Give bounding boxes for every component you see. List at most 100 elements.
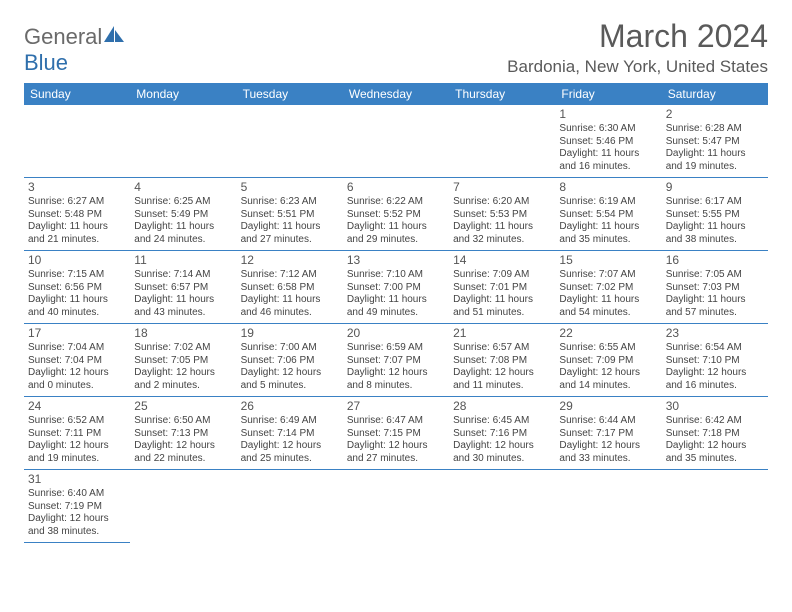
day-sunrise: Sunrise: 7:02 AM: [134, 342, 232, 355]
calendar-cell: 7Sunrise: 6:20 AMSunset: 5:53 PMDaylight…: [449, 178, 555, 251]
day-sunrise: Sunrise: 6:23 AM: [241, 196, 339, 209]
day-sunset: Sunset: 6:58 PM: [241, 282, 339, 295]
calendar-cell: 28Sunrise: 6:45 AMSunset: 7:16 PMDayligh…: [449, 397, 555, 470]
day-sunrise: Sunrise: 6:20 AM: [453, 196, 551, 209]
day-sunset: Sunset: 5:48 PM: [28, 209, 126, 222]
calendar-cell: 20Sunrise: 6:59 AMSunset: 7:07 PMDayligh…: [343, 324, 449, 397]
weekday-header: Thursday: [449, 83, 555, 105]
day-day2: and 2 minutes.: [134, 380, 232, 393]
day-day1: Daylight: 12 hours: [559, 440, 657, 453]
calendar-cell: 13Sunrise: 7:10 AMSunset: 7:00 PMDayligh…: [343, 251, 449, 324]
day-sunrise: Sunrise: 6:19 AM: [559, 196, 657, 209]
calendar-cell: 17Sunrise: 7:04 AMSunset: 7:04 PMDayligh…: [24, 324, 130, 397]
day-day2: and 33 minutes.: [559, 453, 657, 466]
day-number: 16: [666, 253, 764, 268]
day-number: 8: [559, 180, 657, 195]
day-sunrise: Sunrise: 6:25 AM: [134, 196, 232, 209]
day-number: 18: [134, 326, 232, 341]
day-number: 29: [559, 399, 657, 414]
calendar-cell: 10Sunrise: 7:15 AMSunset: 6:56 PMDayligh…: [24, 251, 130, 324]
day-day1: Daylight: 11 hours: [241, 294, 339, 307]
calendar-cell: [449, 105, 555, 178]
calendar-cell: 29Sunrise: 6:44 AMSunset: 7:17 PMDayligh…: [555, 397, 661, 470]
calendar-cell: 9Sunrise: 6:17 AMSunset: 5:55 PMDaylight…: [662, 178, 768, 251]
day-day2: and 14 minutes.: [559, 380, 657, 393]
day-number: 30: [666, 399, 764, 414]
day-sunset: Sunset: 5:46 PM: [559, 136, 657, 149]
day-sunrise: Sunrise: 6:22 AM: [347, 196, 445, 209]
day-day1: Daylight: 11 hours: [28, 294, 126, 307]
day-number: 22: [559, 326, 657, 341]
weekday-header: Wednesday: [343, 83, 449, 105]
day-sunrise: Sunrise: 6:52 AM: [28, 415, 126, 428]
day-day1: Daylight: 12 hours: [347, 367, 445, 380]
title-block: March 2024 Bardonia, New York, United St…: [507, 18, 768, 77]
calendar-cell: 25Sunrise: 6:50 AMSunset: 7:13 PMDayligh…: [130, 397, 236, 470]
weekday-header: Friday: [555, 83, 661, 105]
day-day1: Daylight: 11 hours: [134, 294, 232, 307]
day-sunrise: Sunrise: 7:00 AM: [241, 342, 339, 355]
calendar-cell: [237, 105, 343, 178]
day-day2: and 30 minutes.: [453, 453, 551, 466]
sail-icon: [104, 24, 126, 50]
calendar-cell: 5Sunrise: 6:23 AMSunset: 5:51 PMDaylight…: [237, 178, 343, 251]
day-sunset: Sunset: 7:07 PM: [347, 355, 445, 368]
day-sunset: Sunset: 7:19 PM: [28, 501, 126, 514]
day-day2: and 38 minutes.: [666, 234, 764, 247]
day-day1: Daylight: 12 hours: [28, 513, 126, 526]
day-day1: Daylight: 11 hours: [666, 294, 764, 307]
day-day2: and 19 minutes.: [28, 453, 126, 466]
day-sunset: Sunset: 5:55 PM: [666, 209, 764, 222]
logo: General Blue: [24, 18, 126, 76]
day-sunset: Sunset: 5:51 PM: [241, 209, 339, 222]
day-day1: Daylight: 11 hours: [134, 221, 232, 234]
day-number: 3: [28, 180, 126, 195]
calendar-cell: 8Sunrise: 6:19 AMSunset: 5:54 PMDaylight…: [555, 178, 661, 251]
day-sunset: Sunset: 7:13 PM: [134, 428, 232, 441]
calendar-cell: 3Sunrise: 6:27 AMSunset: 5:48 PMDaylight…: [24, 178, 130, 251]
day-sunset: Sunset: 7:11 PM: [28, 428, 126, 441]
calendar-cell: 27Sunrise: 6:47 AMSunset: 7:15 PMDayligh…: [343, 397, 449, 470]
day-day1: Daylight: 12 hours: [453, 440, 551, 453]
location: Bardonia, New York, United States: [507, 57, 768, 77]
day-sunrise: Sunrise: 7:14 AM: [134, 269, 232, 282]
day-day2: and 11 minutes.: [453, 380, 551, 393]
day-sunrise: Sunrise: 6:55 AM: [559, 342, 657, 355]
calendar-table: SundayMondayTuesdayWednesdayThursdayFrid…: [24, 83, 768, 543]
day-sunset: Sunset: 7:01 PM: [453, 282, 551, 295]
day-day1: Daylight: 12 hours: [28, 440, 126, 453]
day-number: 12: [241, 253, 339, 268]
day-day2: and 8 minutes.: [347, 380, 445, 393]
day-sunset: Sunset: 7:03 PM: [666, 282, 764, 295]
day-sunset: Sunset: 5:52 PM: [347, 209, 445, 222]
day-number: 26: [241, 399, 339, 414]
day-day2: and 38 minutes.: [28, 526, 126, 539]
day-number: 6: [347, 180, 445, 195]
day-sunrise: Sunrise: 6:57 AM: [453, 342, 551, 355]
day-number: 11: [134, 253, 232, 268]
weekday-header: Saturday: [662, 83, 768, 105]
day-number: 14: [453, 253, 551, 268]
day-day1: Daylight: 12 hours: [347, 440, 445, 453]
calendar-cell: 18Sunrise: 7:02 AMSunset: 7:05 PMDayligh…: [130, 324, 236, 397]
day-day1: Daylight: 12 hours: [559, 367, 657, 380]
day-sunrise: Sunrise: 6:50 AM: [134, 415, 232, 428]
calendar-cell: 24Sunrise: 6:52 AMSunset: 7:11 PMDayligh…: [24, 397, 130, 470]
day-number: 9: [666, 180, 764, 195]
day-sunset: Sunset: 7:15 PM: [347, 428, 445, 441]
day-sunset: Sunset: 7:10 PM: [666, 355, 764, 368]
day-sunset: Sunset: 7:17 PM: [559, 428, 657, 441]
calendar-cell: [130, 105, 236, 178]
day-day1: Daylight: 12 hours: [453, 367, 551, 380]
day-sunrise: Sunrise: 7:12 AM: [241, 269, 339, 282]
calendar-cell: 21Sunrise: 6:57 AMSunset: 7:08 PMDayligh…: [449, 324, 555, 397]
day-number: 25: [134, 399, 232, 414]
day-sunrise: Sunrise: 6:49 AM: [241, 415, 339, 428]
calendar-cell: [449, 470, 555, 543]
day-number: 31: [28, 472, 126, 487]
day-sunrise: Sunrise: 6:44 AM: [559, 415, 657, 428]
month-title: March 2024: [507, 18, 768, 55]
calendar-body: 1Sunrise: 6:30 AMSunset: 5:46 PMDaylight…: [24, 105, 768, 543]
day-day2: and 24 minutes.: [134, 234, 232, 247]
day-sunrise: Sunrise: 7:09 AM: [453, 269, 551, 282]
